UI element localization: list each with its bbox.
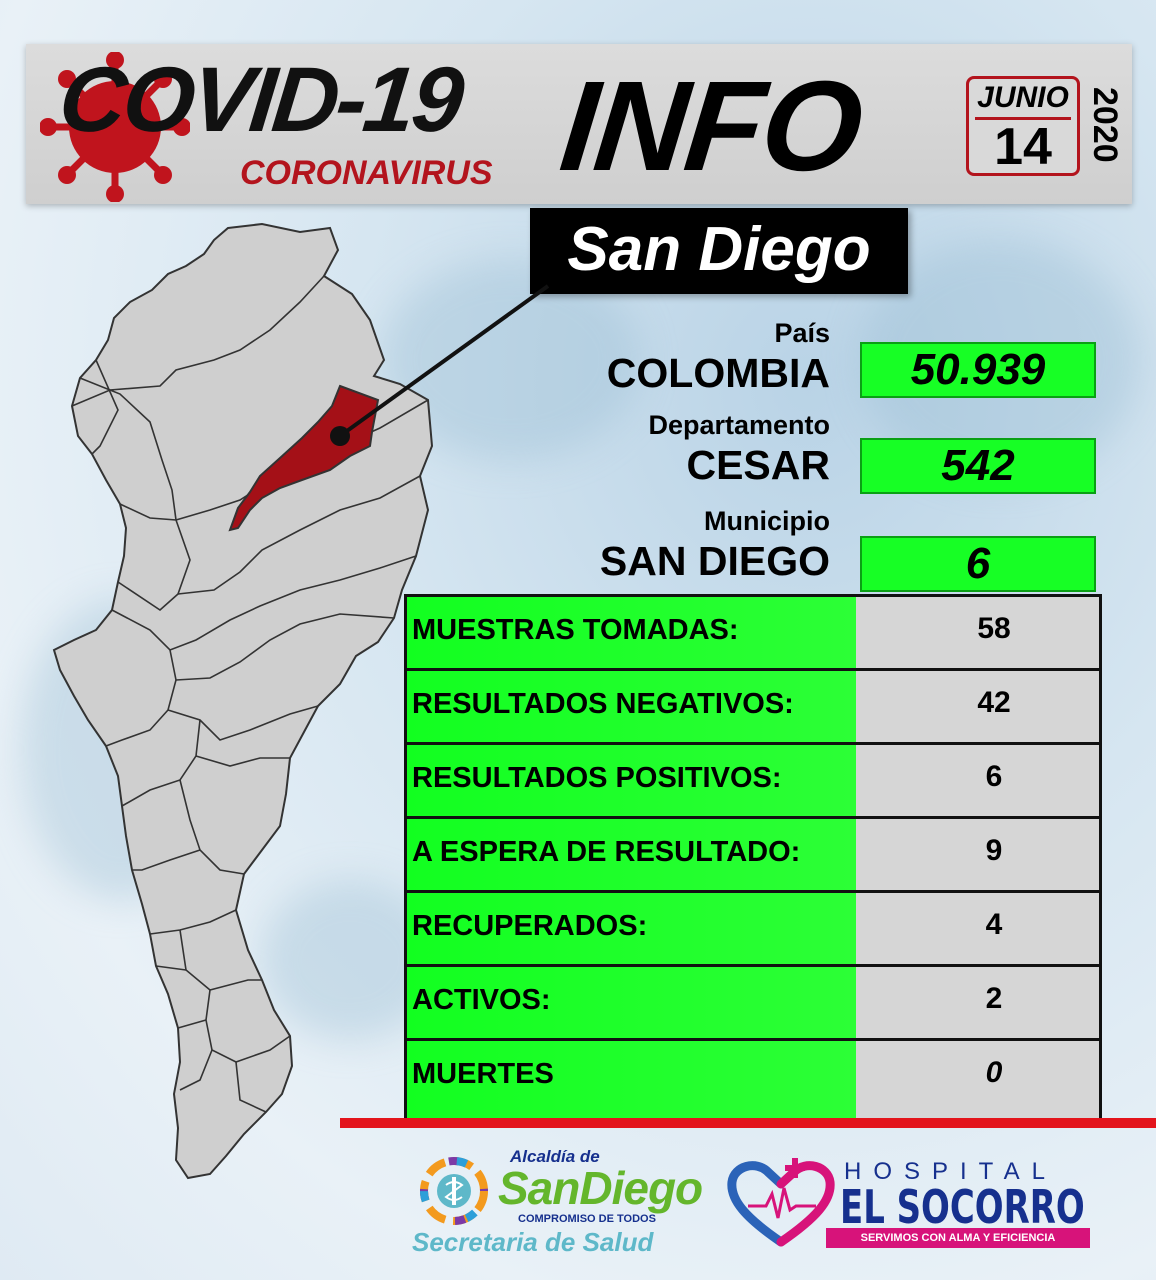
location-dot: [330, 426, 350, 446]
hospital-name: EL SOCORRO: [840, 1180, 1085, 1234]
country-name: COLOMBIA: [606, 350, 830, 396]
table-left-border: [404, 596, 407, 1120]
row-divider: [404, 816, 1102, 819]
stat-value: 9: [985, 834, 1003, 867]
stats-table: MUESTRAS TOMADAS: 58 RESULTADOS NEGATIVO…: [404, 594, 1102, 1118]
row-divider: [404, 1038, 1102, 1041]
stat-value: 2: [985, 982, 1003, 1015]
hospital-word: HOSPITAL: [844, 1158, 1057, 1185]
country-caption: País: [774, 318, 830, 348]
pointer-line: [338, 284, 550, 438]
stats-row: RECUPERADOS: 4: [404, 890, 1102, 966]
stat-label: RESULTADOS NEGATIVOS:: [412, 688, 794, 720]
san-diego-region: [228, 384, 380, 532]
municipality-name: SAN DIEGO: [599, 538, 830, 584]
title-covid: COVID-19: [54, 49, 466, 151]
stats-row: RESULTADOS NEGATIVOS: 42: [404, 668, 1102, 744]
row-divider: [404, 964, 1102, 967]
stat-value: 58: [977, 612, 1011, 645]
stats-value-column: [856, 596, 1102, 1118]
date-day: 14: [994, 118, 1052, 176]
secretaria-text: Secretaria de Salud: [412, 1227, 654, 1257]
location-label: San Diego: [530, 208, 908, 294]
department-name: CESAR: [686, 442, 830, 488]
cesar-map: [52, 222, 550, 1180]
stat-value: 42: [977, 686, 1011, 719]
alcaldia-motto: COMPROMISO DE TODOS: [518, 1213, 656, 1225]
row-divider: [404, 890, 1102, 893]
municipality-value: 6: [860, 536, 1096, 592]
title-info: INFO: [554, 55, 868, 198]
heart-cross-icon: [727, 1158, 835, 1247]
department-value: 542: [860, 438, 1096, 494]
alcaldia-name: SanDiego: [498, 1162, 703, 1214]
header-banner: [26, 44, 1132, 204]
alcaldia-small-text: Alcaldía de: [510, 1147, 600, 1166]
map-borders: [71, 275, 429, 1113]
people-circle-icon: [420, 1157, 488, 1225]
stat-label: MUESTRAS TOMADAS:: [412, 614, 739, 646]
subtitle-coronavirus: CORONAVIRUS: [240, 154, 493, 192]
stats-row: MUERTES 0: [404, 1038, 1102, 1114]
row-divider: [404, 742, 1102, 745]
date-month: JUNIO: [977, 81, 1069, 114]
stats-row: MUESTRAS TOMADAS: 58: [404, 594, 1102, 670]
map-outline: [52, 222, 434, 1180]
date-calendar: JUNIO 14: [966, 76, 1080, 176]
date-divider: [975, 117, 1071, 120]
stats-row: RESULTADOS POSITIVOS: 6: [404, 742, 1102, 818]
stat-value: 4: [985, 908, 1003, 941]
municipality-caption: Municipio: [704, 506, 830, 536]
hospital-motto: SERVIMOS CON ALMA Y EFICIENCIA: [826, 1228, 1090, 1248]
stat-label: RECUPERADOS:: [412, 910, 648, 942]
stats-row: ACTIVOS: 2: [404, 964, 1102, 1040]
alcaldia-logo: Alcaldía de SanDiego COMPROMISO DE TODOS…: [412, 1145, 703, 1257]
stat-label: ACTIVOS:: [412, 984, 551, 1016]
department-caption: Departamento: [648, 410, 830, 440]
row-divider: [404, 668, 1102, 671]
stat-label: A ESPERA DE RESULTADO:: [412, 836, 801, 868]
footer-red-bar: [340, 1118, 1156, 1128]
virus-icon: [40, 52, 190, 202]
stats-row: A ESPERA DE RESULTADO: 9: [404, 816, 1102, 892]
hospital-logo: HOSPITAL EL SOCORRO SERVIMOS CON ALMA Y …: [726, 1152, 1096, 1256]
stat-value: 0: [985, 1056, 1003, 1089]
country-value: 50.939: [860, 342, 1096, 398]
stat-label: MUERTES: [412, 1058, 554, 1090]
stat-value: 6: [985, 760, 1003, 793]
table-right-border: [1099, 596, 1102, 1120]
date-year: 2020: [1086, 87, 1124, 163]
stat-label: RESULTADOS POSITIVOS:: [412, 762, 782, 794]
stats-label-column: [404, 596, 856, 1118]
row-divider: [404, 594, 1102, 597]
